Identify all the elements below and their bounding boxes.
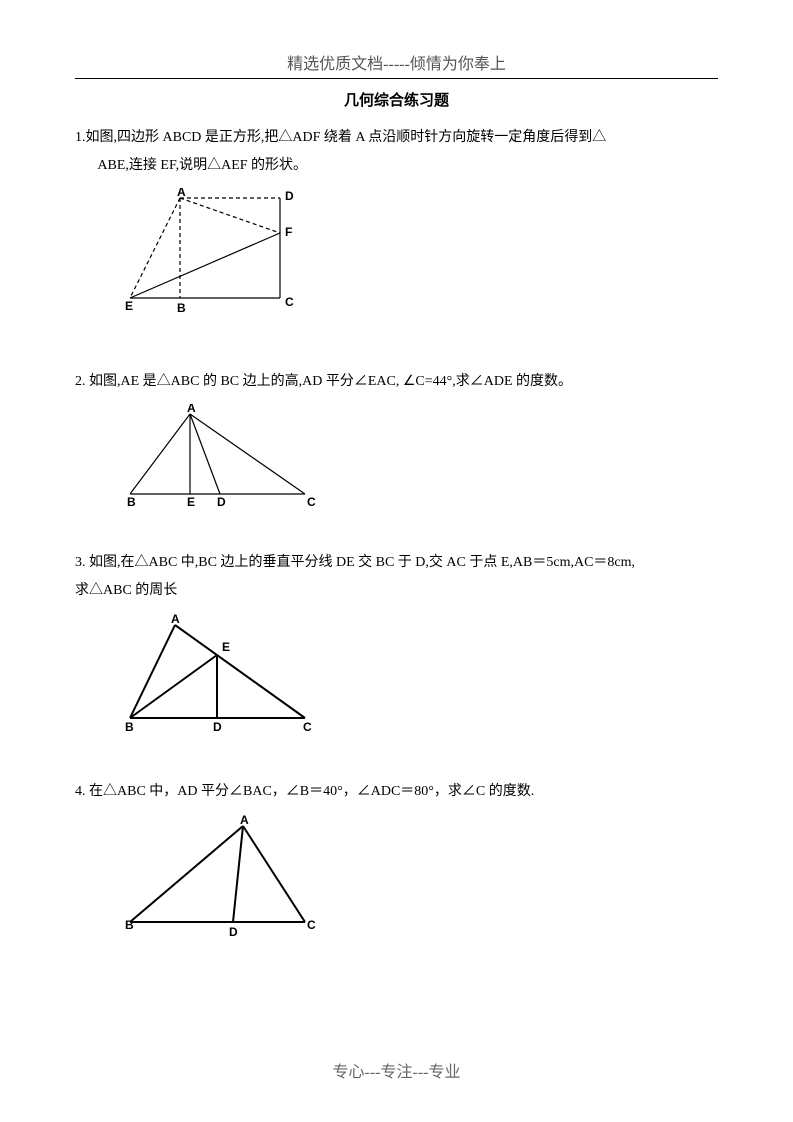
problem-4-line1: 在△ABC 中，AD 平分∠BAC，∠B＝40°，∠ADC＝80°，求∠C 的度…	[86, 784, 535, 799]
svg-text:B: B	[127, 495, 136, 509]
svg-text:A: A	[177, 188, 186, 199]
problem-4-num: 4.	[75, 784, 86, 799]
svg-text:C: C	[285, 295, 294, 309]
svg-text:A: A	[187, 404, 196, 415]
svg-text:B: B	[125, 720, 134, 734]
svg-text:D: D	[213, 720, 222, 734]
problem-3-line2: 求△ABC 的周长	[75, 577, 718, 605]
problem-3-line1: 如图,在△ABC 中,BC 边上的垂直平分线 DE 交 BC 于 D,交 AC …	[86, 555, 636, 570]
problem-1-line1: 如图,四边形 ABCD 是正方形,把△ADF 绕着 A 点沿顺时针方向旋转一定角…	[86, 130, 607, 145]
figure-4: A B C D	[115, 814, 718, 944]
problem-3-num: 3.	[75, 555, 86, 570]
svg-text:D: D	[285, 189, 294, 203]
problem-3: 3. 如图,在△ABC 中,BC 边上的垂直平分线 DE 交 BC 于 D,交 …	[75, 549, 718, 605]
svg-text:A: A	[240, 814, 249, 827]
problem-1: 1.如图,四边形 ABCD 是正方形,把△ADF 绕着 A 点沿顺时针方向旋转一…	[75, 124, 718, 180]
svg-text:A: A	[171, 613, 180, 626]
svg-text:E: E	[187, 495, 195, 509]
problem-2-num: 2.	[75, 374, 86, 389]
problem-2-line1: 如图,AE 是△ABC 的 BC 边上的高,AD 平分∠EAC, ∠C=44°,…	[86, 374, 573, 389]
svg-text:B: B	[125, 918, 134, 932]
problem-1-line2: ABE,连接 EF,说明△AEF 的形状。	[75, 152, 718, 180]
page-title: 几何综合练习题	[75, 89, 718, 110]
problem-1-num: 1.	[75, 130, 86, 145]
figure-2: A B E D C	[115, 404, 718, 509]
problem-2: 2. 如图,AE 是△ABC 的 BC 边上的高,AD 平分∠EAC, ∠C=4…	[75, 368, 718, 396]
problem-4: 4. 在△ABC 中，AD 平分∠BAC，∠B＝40°，∠ADC＝80°，求∠C…	[75, 778, 718, 806]
svg-text:E: E	[125, 299, 133, 313]
figure-1: A D B C F E	[115, 188, 718, 328]
svg-text:C: C	[307, 918, 316, 932]
svg-text:C: C	[307, 495, 316, 509]
svg-text:E: E	[222, 640, 230, 654]
svg-text:D: D	[229, 925, 238, 939]
svg-text:F: F	[285, 225, 292, 239]
page-footer: 专心---专注---专业	[0, 1058, 793, 1082]
page-header: 精选优质文档-----倾情为你奉上	[75, 50, 718, 79]
svg-text:D: D	[217, 495, 226, 509]
svg-text:B: B	[177, 301, 186, 315]
figure-3: A B C D E	[115, 613, 718, 738]
svg-text:C: C	[303, 720, 312, 734]
